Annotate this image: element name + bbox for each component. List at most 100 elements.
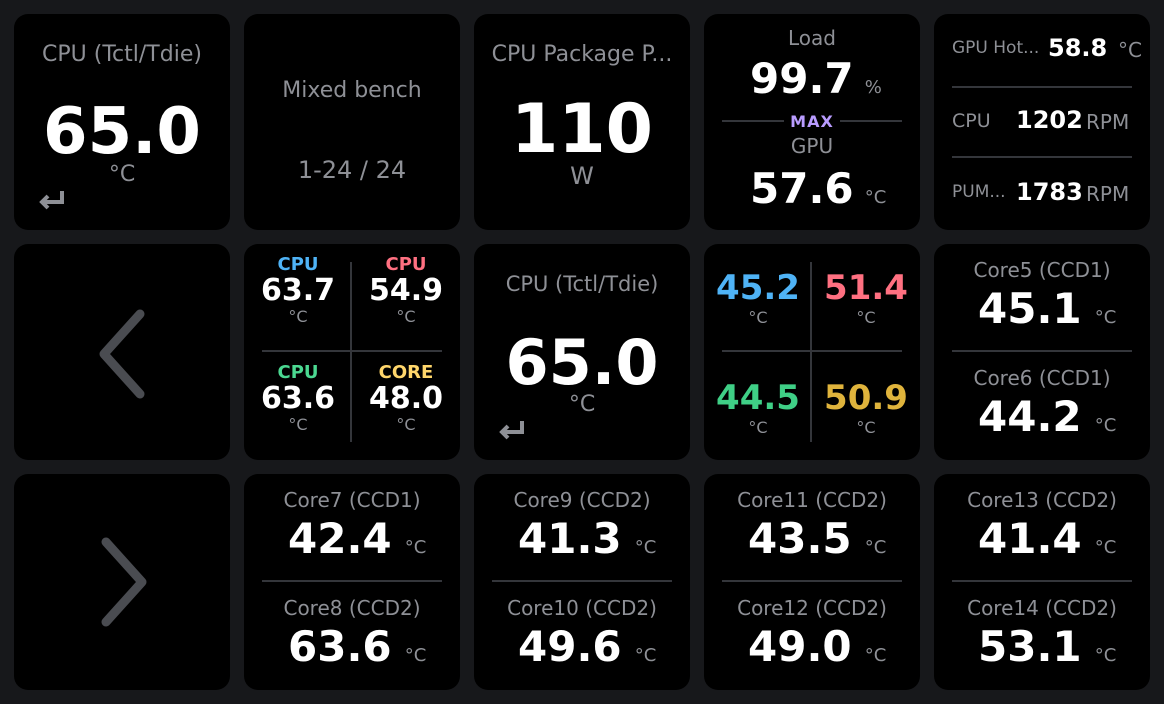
prev-page-button[interactable] <box>14 244 230 460</box>
cell-label: CPU <box>385 254 427 275</box>
bench-title: Mixed bench <box>282 78 422 103</box>
row-value: 1783 <box>1016 178 1083 206</box>
sensor-value: 44.2 <box>978 392 1082 441</box>
sensor-value: 41.4 <box>978 514 1082 563</box>
sensor-value: 63.6 <box>288 622 392 671</box>
divider <box>722 580 902 582</box>
sensor-unit: °C <box>634 537 657 558</box>
tile-cpu-package[interactable]: CPU Package P... 110 W <box>474 14 690 230</box>
load-label: Load <box>788 26 836 50</box>
sensor-value: 49.0 <box>748 622 852 671</box>
cell-value: 63.6 <box>260 381 336 416</box>
gpu-value: 57.6 <box>750 164 854 213</box>
tile-core9-core10[interactable]: Core9 (CCD2) 41.3 °C Core10 (CCD2) 49.6 … <box>474 474 690 690</box>
quad-cell: CORE 48.0 °C <box>352 362 460 434</box>
cell-unit: °C <box>396 307 416 326</box>
cell-unit: °C <box>288 307 308 326</box>
tile-core5-core6[interactable]: Core5 (CCD1) 45.1 °C Core6 (CCD1) 44.2 °… <box>934 244 1150 460</box>
sensor-value: 41.3 <box>518 514 622 563</box>
sensor-label: Core11 (CCD2) <box>737 488 887 512</box>
divider <box>722 350 902 352</box>
sensor-value: 65.0 <box>505 326 659 399</box>
sensor-value-row: 44.2 °C <box>978 392 1116 441</box>
cell-value: 50.9 <box>824 378 908 418</box>
sensor-label: Core8 (CCD2) <box>283 596 421 620</box>
sensor-value-row: 45.1 °C <box>978 284 1116 333</box>
sensor-unit: °C <box>108 162 136 187</box>
tile-quad-colored[interactable]: 45.2 °C 51.4 °C 44.5 °C 50.9 °C <box>704 244 920 460</box>
gpu-value-row: 57.6 °C <box>750 164 886 213</box>
sensor-label: CPU (Tctl/Tdie) <box>42 42 202 67</box>
sensor-label: Core5 (CCD1) <box>973 258 1111 282</box>
sensor-row: PUM... 1783 RPM <box>952 178 1137 206</box>
sensor-value: 65.0 <box>43 95 201 169</box>
sensor-unit: °C <box>864 645 887 666</box>
next-page-button[interactable] <box>14 474 230 690</box>
enter-icon <box>38 188 68 218</box>
quad-cell: 44.5 °C <box>704 378 812 437</box>
cell-value: 51.4 <box>824 268 908 308</box>
divider <box>952 580 1132 582</box>
tile-load[interactable]: Load 99.7 % MAX GPU 57.6 °C <box>704 14 920 230</box>
sensor-value: 49.6 <box>518 622 622 671</box>
sensor-unit: °C <box>404 537 427 558</box>
tile-cpu-temp[interactable]: CPU (Tctl/Tdie) 65.0 °C <box>14 14 230 230</box>
tile-gpu-fans[interactable]: GPU Hot... 58.8 °C CPU 1202 RPM PUM... 1… <box>934 14 1150 230</box>
sensor-unit: °C <box>1094 537 1117 558</box>
cell-unit: °C <box>748 308 768 327</box>
sensor-unit: °C <box>1094 645 1117 666</box>
tile-core13-core14[interactable]: Core13 (CCD2) 41.4 °C Core14 (CCD2) 53.1… <box>934 474 1150 690</box>
load-value-row: 99.7 % <box>750 54 882 103</box>
sensor-value: 43.5 <box>748 514 852 563</box>
row-value: 58.8 <box>1048 34 1108 62</box>
divider <box>810 262 812 442</box>
row-unit: °C <box>1118 38 1142 62</box>
cell-label: CORE <box>378 362 434 383</box>
tile-core7-core8[interactable]: Core7 (CCD1) 42.4 °C Core8 (CCD2) 63.6 °… <box>244 474 460 690</box>
cell-label: CPU <box>277 254 319 275</box>
sensor-label: Core12 (CCD2) <box>737 596 887 620</box>
divider <box>262 350 442 352</box>
divider <box>952 156 1132 158</box>
sensor-label: Core9 (CCD2) <box>513 488 651 512</box>
sensor-unit: °C <box>634 645 657 666</box>
cell-value: 63.7 <box>260 273 336 308</box>
cell-unit: °C <box>288 415 308 434</box>
tile-quad-labeled[interactable]: CPU 63.7 °C CPU 54.9 °C CPU 63.6 °C CORE… <box>244 244 460 460</box>
sensor-label: Core7 (CCD1) <box>283 488 421 512</box>
tile-bench[interactable]: Mixed bench 1-24 / 24 <box>244 14 460 230</box>
divider <box>262 580 442 582</box>
sensor-row: CPU 1202 RPM <box>952 106 1137 134</box>
sensor-unit: °C <box>864 537 887 558</box>
sensor-unit: °C <box>1094 415 1117 436</box>
quad-cell: 45.2 °C <box>704 268 812 327</box>
chevron-left-icon <box>94 308 150 404</box>
sensor-value-row: 42.4 °C <box>288 514 426 563</box>
sensor-value: 53.1 <box>978 622 1082 671</box>
sensor-value-row: 49.6 °C <box>518 622 656 671</box>
quad-cell: CPU 54.9 °C <box>352 254 460 326</box>
sensor-row: GPU Hot... 58.8 °C <box>952 34 1142 62</box>
sensor-unit: W <box>570 162 594 190</box>
row-unit: RPM <box>1086 110 1130 134</box>
cell-unit: °C <box>856 418 876 437</box>
tile-core11-core12[interactable]: Core11 (CCD2) 43.5 °C Core12 (CCD2) 49.0… <box>704 474 920 690</box>
sensor-label: CPU (Tctl/Tdie) <box>505 272 659 296</box>
sensor-label: Core10 (CCD2) <box>507 596 657 620</box>
load-value: 99.7 <box>750 54 854 103</box>
cell-value: 48.0 <box>368 381 444 416</box>
divider <box>350 262 352 442</box>
sensor-label: Core14 (CCD2) <box>967 596 1117 620</box>
sensor-value-row: 41.3 °C <box>518 514 656 563</box>
tile-cpu-temp-2[interactable]: CPU (Tctl/Tdie) 65.0 °C <box>474 244 690 460</box>
row-label: CPU <box>952 110 991 132</box>
row-unit: RPM <box>1086 182 1130 206</box>
cell-unit: °C <box>856 308 876 327</box>
cell-unit: °C <box>748 418 768 437</box>
load-unit: % <box>864 77 882 98</box>
sensor-unit: °C <box>568 392 596 417</box>
sensor-value-row: 49.0 °C <box>748 622 886 671</box>
gpu-unit: °C <box>864 187 887 208</box>
sensor-label: Core13 (CCD2) <box>967 488 1117 512</box>
sensor-unit: °C <box>1094 307 1117 328</box>
